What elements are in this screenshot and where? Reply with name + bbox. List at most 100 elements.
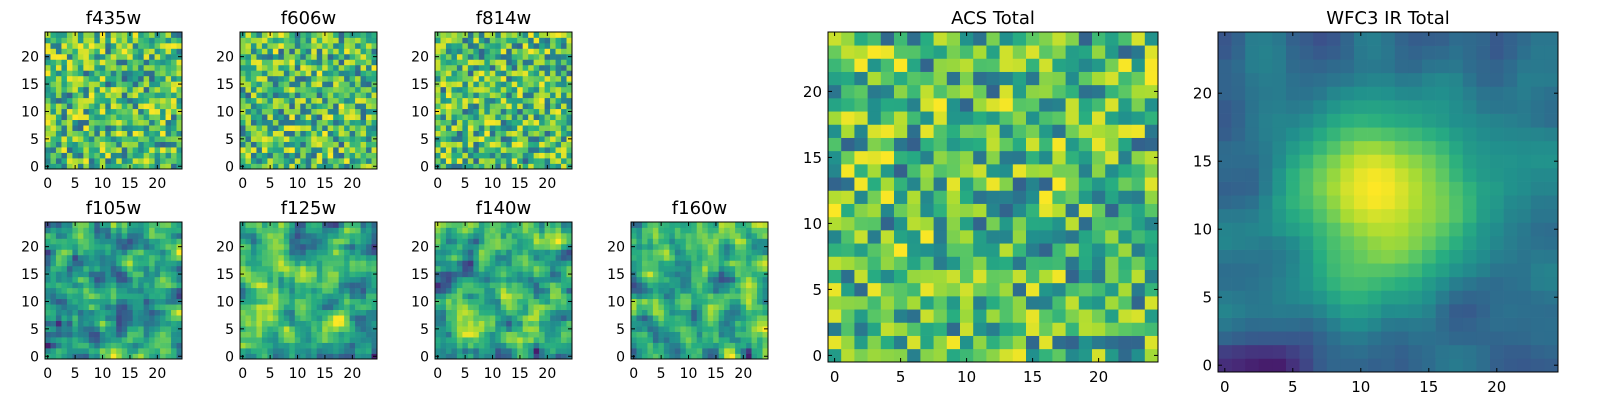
heatmap-cell <box>473 163 480 170</box>
heatmap-cell <box>66 337 73 343</box>
heatmap-cell <box>702 243 709 250</box>
heatmap-cell <box>83 48 90 55</box>
heatmap-cell <box>171 59 177 66</box>
heatmap-cell <box>1105 335 1119 350</box>
heatmap-cell <box>663 315 670 321</box>
heatmap-cell <box>696 254 703 261</box>
heatmap-cell <box>986 256 1000 270</box>
heatmap-cell <box>349 249 356 256</box>
heatmap-cell <box>72 103 79 110</box>
heatmap-cell <box>66 304 73 311</box>
heatmap-cell <box>66 243 73 250</box>
heatmap-cell <box>300 75 307 82</box>
heatmap-cell <box>272 331 279 338</box>
heatmap-cell <box>138 348 144 354</box>
heatmap-cell <box>561 81 567 88</box>
heatmap-cell <box>311 331 318 338</box>
heatmap-cell <box>641 238 648 245</box>
heatmap-cell <box>72 97 79 104</box>
y-tick-label: 5 <box>30 132 39 148</box>
heatmap-cell <box>338 152 345 159</box>
heatmap-cell <box>647 287 654 294</box>
heatmap-cell <box>66 152 73 159</box>
heatmap-cell <box>1144 256 1159 270</box>
heatmap-cell <box>473 260 480 267</box>
heatmap-cell <box>278 282 285 289</box>
heatmap-cell <box>544 232 551 239</box>
heatmap-cell <box>305 254 312 261</box>
heatmap-cell <box>663 276 670 283</box>
heatmap-cell <box>344 163 350 170</box>
heatmap-cell <box>143 353 150 360</box>
heatmap-cell <box>300 103 307 110</box>
heatmap-cell <box>289 147 296 153</box>
heatmap-cell <box>138 265 144 272</box>
heatmap-cell <box>105 249 112 256</box>
heatmap-cell <box>256 42 263 49</box>
heatmap-cell <box>561 260 567 267</box>
heatmap-cell <box>261 125 268 131</box>
heatmap-cell <box>355 114 361 121</box>
heatmap-cell <box>240 70 246 77</box>
heatmap-cell <box>77 53 84 60</box>
heatmap-cell <box>171 309 177 316</box>
heatmap-cell <box>355 331 361 338</box>
heatmap-cell <box>261 254 268 261</box>
heatmap-cell <box>327 276 334 283</box>
heatmap-cell <box>305 125 312 131</box>
heatmap-cell <box>99 254 106 261</box>
heatmap-cell <box>522 320 529 327</box>
heatmap-cell <box>511 70 518 77</box>
heatmap-cell <box>647 331 654 338</box>
heatmap-cell <box>366 348 372 354</box>
heatmap-cells <box>631 222 769 360</box>
heatmap-cell <box>1105 322 1119 336</box>
heatmap-cell <box>506 103 513 110</box>
heatmap-cell <box>283 125 290 131</box>
heatmap-cell <box>61 260 68 267</box>
heatmap-cell <box>256 114 263 121</box>
heatmap-cell <box>451 81 458 88</box>
heatmap-cell <box>278 103 285 110</box>
heatmap-cell <box>283 282 290 289</box>
heatmap-cell <box>261 48 268 55</box>
heatmap-cell <box>473 81 480 88</box>
heatmap-cell <box>165 337 172 343</box>
heatmap-cell <box>366 42 372 49</box>
heatmap-cell <box>451 53 458 60</box>
heatmap-cell <box>143 64 150 71</box>
heatmap-cell <box>735 249 741 256</box>
heatmap-cell <box>316 32 323 38</box>
heatmap-cell <box>680 353 687 360</box>
heatmap-cell <box>355 103 361 110</box>
heatmap-cell <box>105 141 112 148</box>
heatmap-cell <box>278 271 285 278</box>
heatmap-cell <box>366 136 372 142</box>
heatmap-cell <box>360 326 367 332</box>
heatmap-cell <box>316 97 323 104</box>
heatmap-cell <box>489 86 496 93</box>
heatmap-cell <box>478 64 485 71</box>
heatmap-cell <box>121 86 128 93</box>
heatmap-cell <box>680 265 687 272</box>
heatmap-cell <box>658 249 665 256</box>
x-tick-label: 0 <box>433 366 442 382</box>
heatmap-cell <box>160 276 166 283</box>
heatmap-cell <box>349 265 356 272</box>
heatmap-cell <box>272 64 279 71</box>
heatmap-cell <box>631 293 637 300</box>
heatmap-cell <box>718 249 725 256</box>
heatmap-cell <box>322 260 329 267</box>
heatmap-cell <box>539 141 545 148</box>
heatmap-cell <box>311 147 318 153</box>
heatmap-cell <box>176 59 183 66</box>
heatmap-cell <box>456 249 463 256</box>
heatmap-cell <box>707 254 714 261</box>
heatmap-cell <box>735 271 741 278</box>
heatmap-cell <box>267 48 274 55</box>
heatmap-cell <box>160 152 166 159</box>
heatmap-cell <box>371 97 378 104</box>
heatmap-cell <box>669 276 676 283</box>
heatmap-cell <box>691 348 698 354</box>
heatmap-cell <box>289 103 296 110</box>
